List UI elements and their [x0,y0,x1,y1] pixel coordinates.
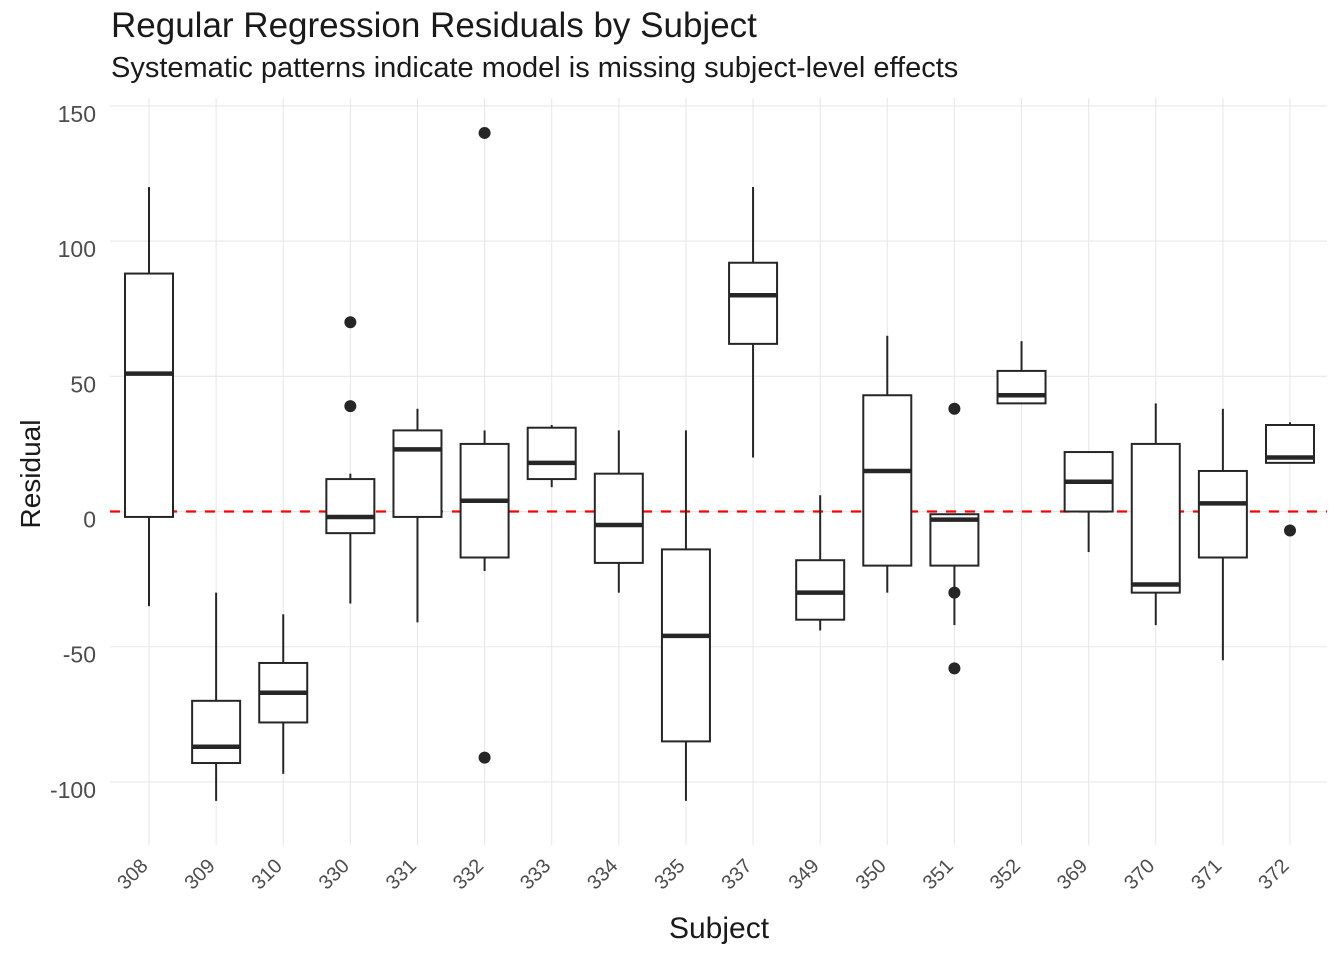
svg-text:372: 372 [1254,855,1293,894]
svg-text:308: 308 [113,855,152,894]
svg-text:351: 351 [919,855,958,894]
svg-text:150: 150 [58,101,96,127]
svg-text:310: 310 [248,855,287,894]
svg-text:337: 337 [717,855,756,894]
svg-text:349: 349 [785,855,824,894]
svg-text:335: 335 [650,855,689,894]
svg-text:371: 371 [1187,855,1226,894]
svg-text:369: 369 [1053,855,1092,894]
svg-text:352: 352 [986,855,1025,894]
svg-text:309: 309 [180,855,219,894]
svg-text:350: 350 [852,855,891,894]
svg-text:330: 330 [315,855,354,894]
svg-text:333: 333 [516,855,555,894]
svg-text:334: 334 [583,855,622,894]
svg-text:332: 332 [449,855,488,894]
svg-text:-100: -100 [50,777,96,803]
svg-text:50: 50 [70,371,96,397]
svg-text:100: 100 [58,236,96,262]
svg-text:331: 331 [382,855,421,894]
svg-text:0: 0 [83,507,96,533]
svg-text:370: 370 [1120,855,1159,894]
svg-text:-50: -50 [63,642,96,668]
